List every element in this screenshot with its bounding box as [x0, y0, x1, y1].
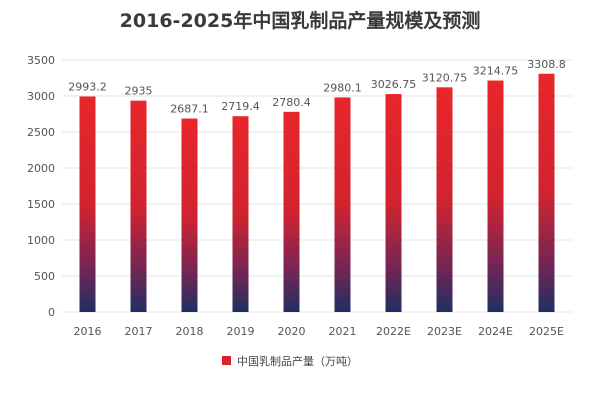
x-tick-label: 2025E	[529, 325, 564, 338]
x-tick-label: 2018	[176, 325, 204, 338]
bars	[79, 73, 555, 313]
y-tick-label: 1000	[27, 234, 55, 247]
y-tick-label: 500	[34, 270, 55, 283]
legend: 中国乳制品产量（万吨）	[222, 354, 358, 368]
data-labels: 2993.2 2935 2687.1 2719.4 2780.4 2980.1 3026.7…	[68, 58, 566, 116]
data-label: 2687.1	[170, 103, 209, 116]
x-tick-label: 2020	[278, 325, 306, 338]
bar	[436, 87, 453, 312]
data-label: 2993.2	[68, 80, 107, 93]
y-tick-label: 2500	[27, 126, 55, 139]
x-tick-label: 2016	[74, 325, 102, 338]
bar	[232, 116, 249, 312]
bar	[130, 100, 147, 313]
legend-swatch	[222, 356, 231, 365]
bar	[283, 111, 300, 312]
x-tick-label: 2019	[227, 325, 255, 338]
data-label: 2980.1	[323, 81, 362, 94]
y-tick-label: 3500	[27, 54, 55, 67]
gridlines	[62, 59, 572, 313]
y-axis-ticks: 0 500 1000 1500 2000 2500 3000 3500	[27, 54, 55, 319]
bar	[79, 96, 96, 313]
bar	[334, 97, 351, 312]
legend-label: 中国乳制品产量（万吨）	[237, 354, 358, 368]
data-label: 2935	[125, 85, 153, 98]
bar	[385, 94, 402, 312]
data-label: 3026.75	[371, 78, 417, 91]
y-tick-label: 3000	[27, 90, 55, 103]
x-axis-ticks: 2016 2017 2018 2019 2020 2021 2022E 2023E 2024E 2…	[74, 325, 565, 338]
bar	[538, 73, 555, 312]
chart-title: 2016-2025年中国乳制品产量规模及预测	[120, 9, 481, 32]
y-tick-label: 1500	[27, 198, 55, 211]
x-tick-label: 2021	[329, 325, 357, 338]
data-label: 3214.75	[473, 65, 519, 78]
bar	[487, 80, 504, 313]
x-tick-label: 2017	[125, 325, 153, 338]
data-label: 2780.4	[272, 96, 311, 109]
x-tick-label: 2023E	[427, 325, 462, 338]
y-tick-label: 2000	[27, 162, 55, 175]
x-tick-label: 2022E	[376, 325, 411, 338]
x-tick-label: 2024E	[478, 325, 513, 338]
data-label: 2719.4	[221, 100, 260, 113]
data-label: 3120.75	[422, 71, 468, 84]
bar	[181, 118, 198, 312]
data-label: 3308.8	[527, 58, 566, 71]
y-tick-label: 0	[48, 306, 55, 319]
